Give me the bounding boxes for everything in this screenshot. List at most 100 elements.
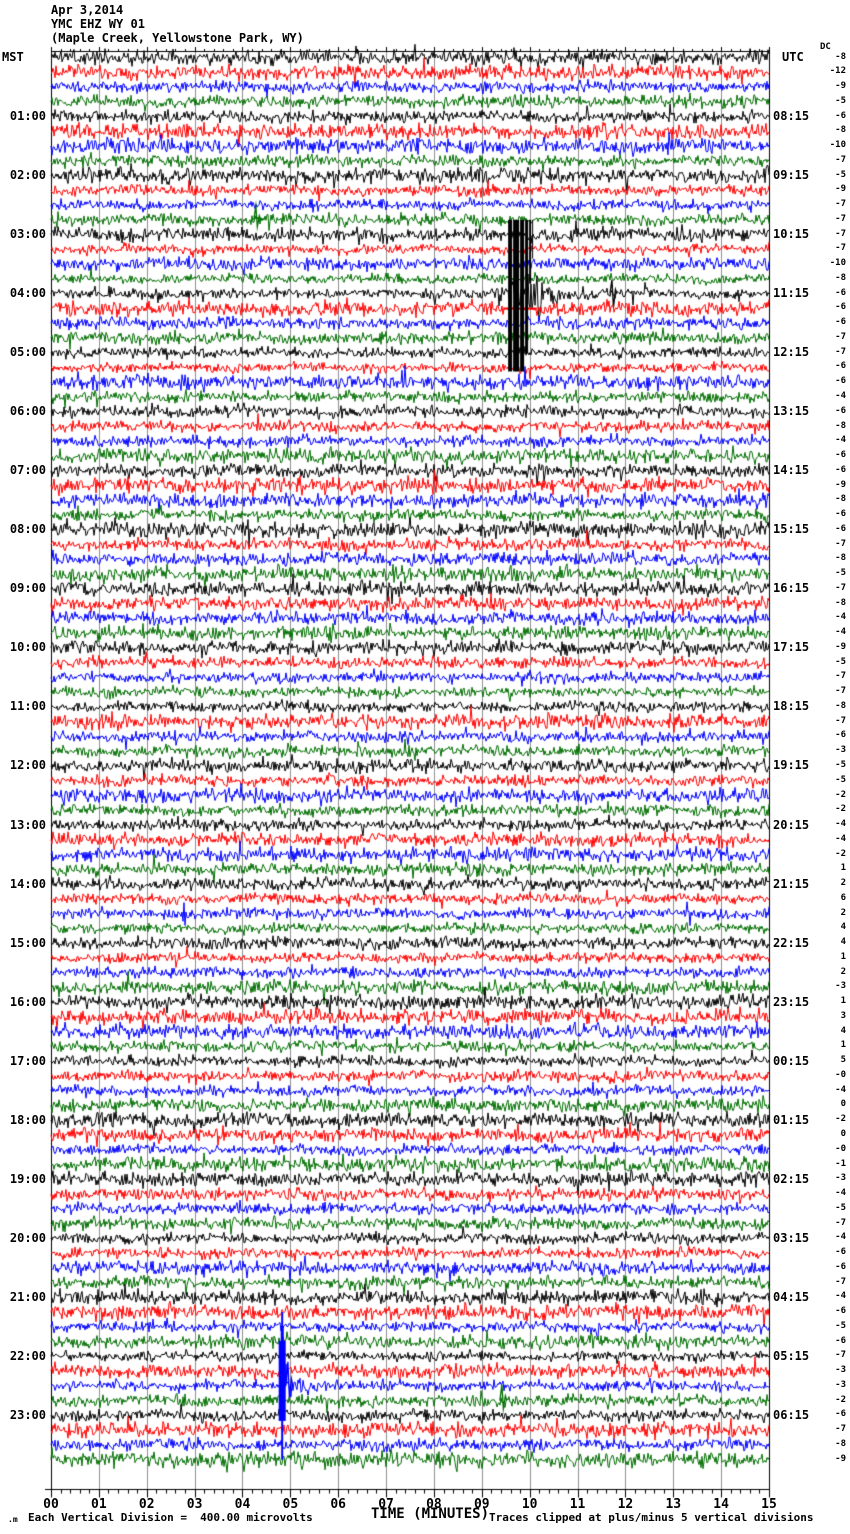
dc-offset-value: -7 [835,199,846,210]
dc-offset-value: -5 [835,759,846,770]
utc-hour-label: 18:15 [773,699,810,714]
dc-offset-value: 0 [840,1128,846,1139]
x-tick-label: 04 [234,1497,251,1512]
mst-hour-label: 15:00 [9,935,46,950]
dc-offset-value: -8 [835,700,846,711]
dc-offset-value: 2 [840,878,846,889]
dc-offset-value: -5 [835,774,846,785]
dc-offset-value: -2 [835,1394,846,1405]
dc-offset-value: -2 [835,789,846,800]
utc-hour-label: 19:15 [773,758,810,773]
dc-offset-value: 2 [840,966,846,977]
dc-offset-value: -9 [835,479,846,490]
dc-offset-value: -4 [835,627,846,638]
x-tick-label: 09 [473,1497,490,1512]
dc-offset-value: -2 [835,1114,846,1125]
dc-offset-value: -7 [835,671,846,682]
utc-hour-label: 23:15 [773,994,810,1009]
dc-offset-value: -5 [835,1202,846,1213]
dc-offset-value: -7 [835,1276,846,1287]
dc-offset-value: -5 [835,656,846,667]
left-timezone-label: MST [2,50,24,64]
dc-offset-value: -12 [829,66,846,77]
dc-offset-value: -8 [835,597,846,608]
dc-offset-value: 4 [840,937,846,948]
utc-hour-label: 16:15 [773,581,810,596]
mst-hour-label: 03:00 [9,227,46,242]
dc-offset-value: -6 [835,509,846,520]
mst-hour-label: 20:00 [9,1230,46,1245]
dc-offset-value: -6 [835,450,846,461]
dc-offset-value: -7 [835,582,846,593]
dc-offset-value: -4 [835,1084,846,1095]
dc-offset-value: -5 [835,169,846,180]
mst-hour-label: 08:00 [9,522,46,537]
mst-hour-label: 05:00 [9,345,46,360]
x-tick-label: 03 [186,1497,203,1512]
mst-hour-label: 17:00 [9,1053,46,1068]
x-axis-title: TIME (MINUTES) [371,1506,490,1522]
dc-offset-value: -10 [829,140,846,151]
mst-hour-label: 12:00 [9,758,46,773]
mst-hour-label: 13:00 [9,817,46,832]
dc-offset-value: -7 [835,213,846,224]
mst-hour-label: 09:00 [9,581,46,596]
dc-offset-value: -4 [835,390,846,401]
dc-offset-value: -6 [835,361,846,372]
right-timezone-label: UTC [782,50,804,64]
dc-offset-value: -7 [835,228,846,239]
header-station: YMC EHZ WY 01 [51,17,145,31]
dc-offset-value: -9 [835,641,846,652]
dc-offset-value: 5 [840,1055,846,1066]
utc-hour-label: 17:15 [773,640,810,655]
header-location: (Maple Creek, Yellowstone Park, WY) [51,31,304,45]
utc-hour-label: 03:15 [773,1230,810,1245]
dc-offset-value: -10 [829,258,846,269]
utc-hour-label: 06:15 [773,1407,810,1422]
dc-offset-value: -6 [835,317,846,328]
dc-offset-value: -7 [835,243,846,254]
corner-mark: .m [8,1515,18,1524]
dc-offset-value: -7 [835,538,846,549]
dc-offset-value: -6 [835,730,846,741]
mst-hour-label: 06:00 [9,404,46,419]
dc-offset-value: -5 [835,95,846,106]
dc-offset-value: -4 [835,833,846,844]
dc-offset-value: -4 [835,435,846,446]
dc-offset-value: -6 [835,1247,846,1258]
utc-hour-label: 01:15 [773,1112,810,1127]
dc-offset-value: -5 [835,1320,846,1331]
dc-offset-value: -7 [835,715,846,726]
dc-offset-value: -2 [835,804,846,815]
dc-offset-value: -9 [835,184,846,195]
dc-offset-value: -4 [835,1188,846,1199]
mst-hour-label: 04:00 [9,286,46,301]
x-tick-label: 00 [43,1497,59,1512]
x-tick-label: 10 [521,1497,538,1512]
dc-offset-value: -8 [835,553,846,564]
dc-offset-value: 3 [840,1010,846,1021]
dc-offset-value: -3 [835,745,846,756]
dc-offset-value: -4 [835,1291,846,1302]
dc-offset-value: 1 [840,863,846,874]
utc-hour-label: 13:15 [773,404,810,419]
dc-offset-value: 4 [840,922,846,933]
utc-hour-label: 14:15 [773,463,810,478]
x-tick-label: 12 [617,1497,634,1512]
dc-offset-value: -6 [835,1335,846,1346]
mst-hour-label: 11:00 [9,699,46,714]
mst-hour-label: 07:00 [9,463,46,478]
dc-offset-value: 0 [840,1099,846,1110]
mst-hour-label: 02:00 [9,168,46,183]
dc-offset-value: -7 [835,1350,846,1361]
header-date: Apr 3,2014 [51,3,124,17]
utc-hour-label: 20:15 [773,817,810,832]
dc-offset-value: -6 [835,1306,846,1317]
mst-hour-label: 22:00 [9,1348,46,1363]
dc-offset-value: 2 [840,907,846,918]
dc-offset-value: -6 [835,110,846,121]
dc-offset-value: -8 [835,125,846,136]
dc-offset-value: -7 [835,686,846,697]
dc-offset-value: -6 [835,302,846,313]
